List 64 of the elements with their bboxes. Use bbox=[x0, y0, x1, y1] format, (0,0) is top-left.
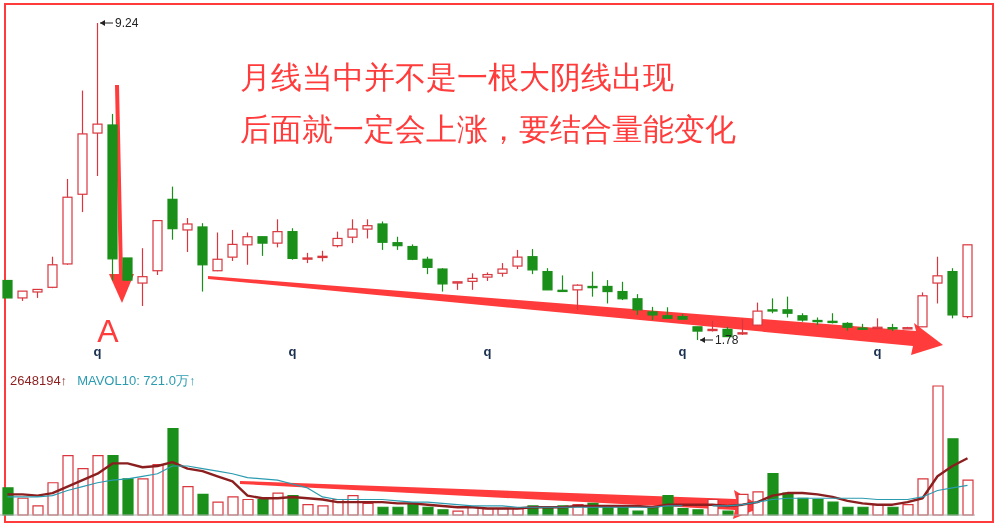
bar bbox=[227, 496, 239, 516]
bar bbox=[62, 455, 74, 516]
annotation: 1.78 bbox=[715, 333, 739, 347]
bar bbox=[767, 473, 779, 516]
bar bbox=[797, 497, 809, 516]
candlestick bbox=[362, 218, 373, 240]
text: 月线当中并不是一根大阴线出现 bbox=[240, 60, 674, 95]
bar bbox=[107, 455, 119, 516]
annotation: MAVOL10: 721.0万↑ bbox=[77, 373, 196, 388]
candlestick bbox=[242, 231, 253, 266]
candlestick bbox=[602, 279, 613, 305]
bar bbox=[122, 478, 134, 516]
candlestick bbox=[272, 218, 283, 248]
bar bbox=[317, 505, 329, 516]
bar bbox=[302, 504, 314, 516]
candlestick bbox=[212, 231, 223, 272]
candlestick bbox=[527, 248, 538, 275]
bar bbox=[167, 427, 179, 516]
bar bbox=[32, 505, 44, 516]
candlestick bbox=[617, 281, 628, 301]
bar bbox=[812, 498, 824, 516]
bar bbox=[212, 501, 224, 516]
candlestick bbox=[782, 296, 793, 319]
annotation: 9.24 bbox=[115, 16, 139, 30]
bar bbox=[257, 498, 269, 516]
bar bbox=[137, 478, 149, 516]
text: q bbox=[288, 344, 297, 359]
bar bbox=[902, 504, 914, 516]
bar bbox=[362, 502, 374, 516]
bar bbox=[272, 492, 284, 516]
candlestick bbox=[572, 283, 583, 311]
bar bbox=[77, 467, 89, 516]
bar bbox=[92, 455, 104, 516]
text: q bbox=[678, 344, 687, 359]
bar bbox=[242, 498, 254, 516]
candlestick bbox=[932, 256, 943, 305]
candlestick bbox=[632, 293, 643, 316]
candlestick bbox=[377, 220, 388, 251]
text: q bbox=[873, 344, 882, 359]
candlestick bbox=[587, 270, 598, 298]
candlestick bbox=[752, 302, 763, 327]
candlestick bbox=[437, 267, 448, 293]
candlestick bbox=[122, 257, 133, 282]
candlestick bbox=[47, 256, 58, 289]
candlestick bbox=[257, 236, 268, 257]
bar bbox=[182, 486, 194, 516]
candlestick bbox=[542, 267, 553, 291]
text: q bbox=[483, 344, 492, 359]
candlestick bbox=[182, 217, 193, 253]
candlestick bbox=[347, 218, 358, 244]
candlestick bbox=[92, 23, 103, 177]
candlestick bbox=[137, 247, 148, 307]
bar bbox=[827, 501, 839, 516]
bar bbox=[152, 464, 164, 516]
candlestick bbox=[512, 249, 523, 270]
bar bbox=[947, 438, 959, 516]
bar bbox=[932, 385, 944, 516]
annotation: 2648194↑ bbox=[10, 373, 68, 388]
candlestick bbox=[227, 229, 238, 262]
bar bbox=[2, 487, 14, 516]
bar bbox=[17, 497, 29, 516]
bar bbox=[197, 493, 209, 516]
text: 后面就一定会上涨，要结合量能变化 bbox=[240, 112, 736, 147]
bar bbox=[962, 479, 974, 516]
